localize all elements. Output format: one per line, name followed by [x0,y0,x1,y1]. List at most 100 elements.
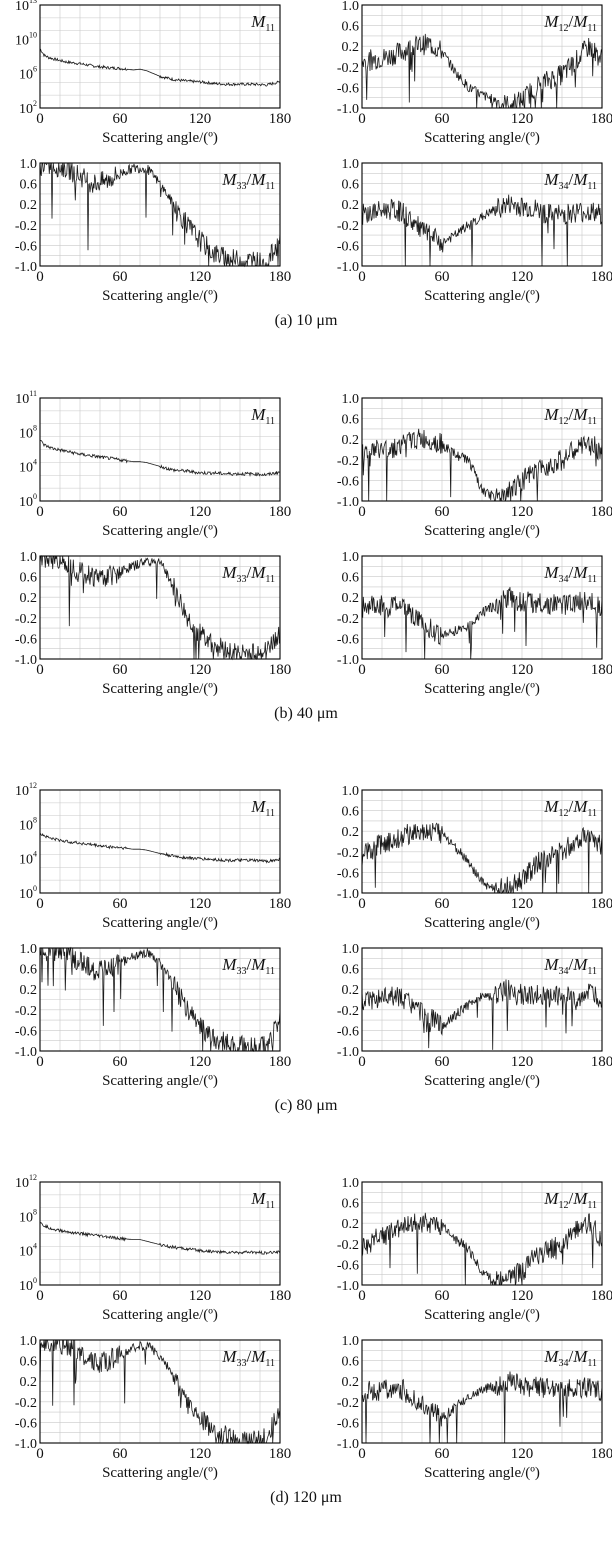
panel-label: M34/M11 [543,563,597,585]
x-tick-label: 120 [189,1446,212,1462]
x-tick-label: 180 [591,662,612,678]
y-tick-label: 0.2 [342,1375,360,1390]
plot-frame [39,162,281,267]
series-line [39,162,281,268]
x-tick-label: 60 [435,111,450,127]
x-tick-label: 60 [113,1054,128,1070]
y-tick-label: 0.2 [20,1375,38,1390]
chart-panel: 1.0 0.6 0.2 -0.2 -0.6 -1.00 60 120 180 Scattering… [15,942,291,1089]
group-caption: (b) 40 μm [274,705,338,722]
plot-frame [361,789,603,894]
x-axis-label: Scattering angle/(º) [102,1465,218,1481]
y-tick-label: 0.2 [342,591,360,606]
x-tick-label: 0 [358,896,366,912]
y-tick-label: 100 [19,1276,37,1294]
x-axis-label: Scattering angle/(º) [102,681,218,697]
y-tick-label: -0.6 [15,632,37,647]
x-tick-label: 120 [511,504,534,520]
y-tick-label: 102 [19,99,37,117]
x-tick-label: 0 [358,504,366,520]
series-line [361,33,603,109]
y-tick-label: 0.6 [342,178,360,193]
x-tick-label: 60 [435,1288,450,1304]
y-tick-label: 104 [19,458,37,476]
x-tick-label: 0 [36,1288,44,1304]
chart-panel: 1.0 0.6 0.2 -0.2 -0.6 -1.00 60 120 180 Scattering… [337,0,612,146]
y-tick-label: 1.0 [342,1176,360,1191]
y-tick-label: 0.6 [20,1355,38,1370]
plot-frame [361,397,603,502]
y-tick-label: 0.6 [342,20,360,35]
y-tick-label: 1.0 [20,550,38,565]
plot-frame [39,789,281,894]
y-tick-label: 0.2 [20,198,38,213]
plot-frame [39,1181,281,1286]
x-tick-label: 180 [269,1446,292,1462]
panel-label: M12/M11 [543,797,597,819]
chart-panel: 1.0 0.6 0.2 -0.2 -0.6 -1.00 60 120 180 Scattering… [337,157,612,304]
y-tick-label: 108 [19,423,37,441]
x-tick-label: 180 [591,1288,612,1304]
plot-frame [39,947,281,1052]
x-tick-label: 60 [113,1288,128,1304]
y-tick-label: -0.6 [337,866,359,881]
y-tick-label: -1.0 [337,1437,359,1452]
y-tick-label: 0.2 [342,40,360,55]
panel-label: M33/M11 [221,170,275,192]
series-line [39,832,281,864]
y-tick-label: 0.2 [342,1217,360,1232]
y-tick-label: 1.0 [342,1334,360,1349]
x-axis-label: Scattering angle/(º) [102,1073,218,1089]
x-tick-label: 0 [36,269,44,285]
series-line [361,1212,603,1286]
x-axis-label: Scattering angle/(º) [424,288,540,304]
x-tick-label: 180 [269,896,292,912]
plot-frame [39,555,281,660]
y-tick-label: -0.2 [337,454,359,469]
x-tick-label: 180 [269,662,292,678]
y-tick-label: -1.0 [337,102,359,117]
y-tick-label: -1.0 [337,653,359,668]
plot-frame [361,162,603,267]
x-tick-label: 0 [36,1446,44,1462]
y-tick-label: 0.2 [342,983,360,998]
x-tick-label: 0 [358,1054,366,1070]
series-line [361,428,603,502]
y-tick-label: 0.2 [20,591,38,606]
group-caption: (c) 80 μm [275,1097,338,1114]
x-tick-label: 60 [435,1446,450,1462]
y-tick-label: 0.2 [342,433,360,448]
y-tick-label: -1.0 [337,495,359,510]
chart-panel: 1.0 0.6 0.2 -0.2 -0.6 -1.00 60 120 180 Scattering… [337,1334,612,1481]
y-tick-label: 0.6 [342,1197,360,1212]
y-tick-label: -0.2 [15,219,37,234]
y-tick-label: 104 [19,1242,37,1260]
y-tick-label: -1.0 [15,1045,37,1060]
x-axis-label: Scattering angle/(º) [102,130,218,146]
y-tick-label: -0.6 [337,239,359,254]
y-tick-label: -0.2 [337,219,359,234]
plot-frame [361,1339,603,1444]
x-axis-label: Scattering angle/(º) [424,130,540,146]
series-line [361,822,603,895]
y-tick-label: 106 [19,65,37,83]
x-tick-label: 60 [435,1054,450,1070]
plot-frame [361,1181,603,1286]
y-tick-label: 0.6 [342,413,360,428]
x-tick-label: 0 [36,896,44,912]
series-line [39,1222,281,1255]
x-tick-label: 60 [113,111,128,127]
chart-panel: 1.0 0.6 0.2 -0.2 -0.6 -1.00 60 120 180 Scattering… [337,550,612,697]
y-tick-label: -0.6 [337,1024,359,1039]
panel-label: M12/M11 [543,12,597,34]
group-caption: (a) 10 μm [275,312,338,329]
y-tick-label: -0.6 [15,239,37,254]
x-tick-label: 180 [591,1446,612,1462]
chart-panel: 1.0 0.6 0.2 -0.2 -0.6 -1.00 60 120 180 Scattering… [337,942,612,1089]
x-tick-label: 120 [189,896,212,912]
x-tick-label: 180 [269,504,292,520]
x-tick-label: 0 [358,662,366,678]
x-tick-label: 180 [591,111,612,127]
x-tick-label: 120 [189,111,212,127]
